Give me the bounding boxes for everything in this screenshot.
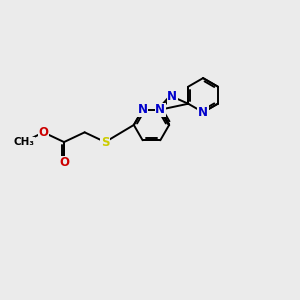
Text: N: N	[198, 106, 208, 119]
Text: S: S	[101, 136, 110, 148]
Text: O: O	[59, 156, 69, 169]
Text: N: N	[138, 103, 148, 116]
Text: CH₃: CH₃	[14, 137, 34, 147]
Text: N: N	[167, 90, 177, 103]
Text: O: O	[38, 126, 48, 139]
Text: N: N	[155, 103, 165, 116]
Text: N: N	[155, 103, 165, 116]
